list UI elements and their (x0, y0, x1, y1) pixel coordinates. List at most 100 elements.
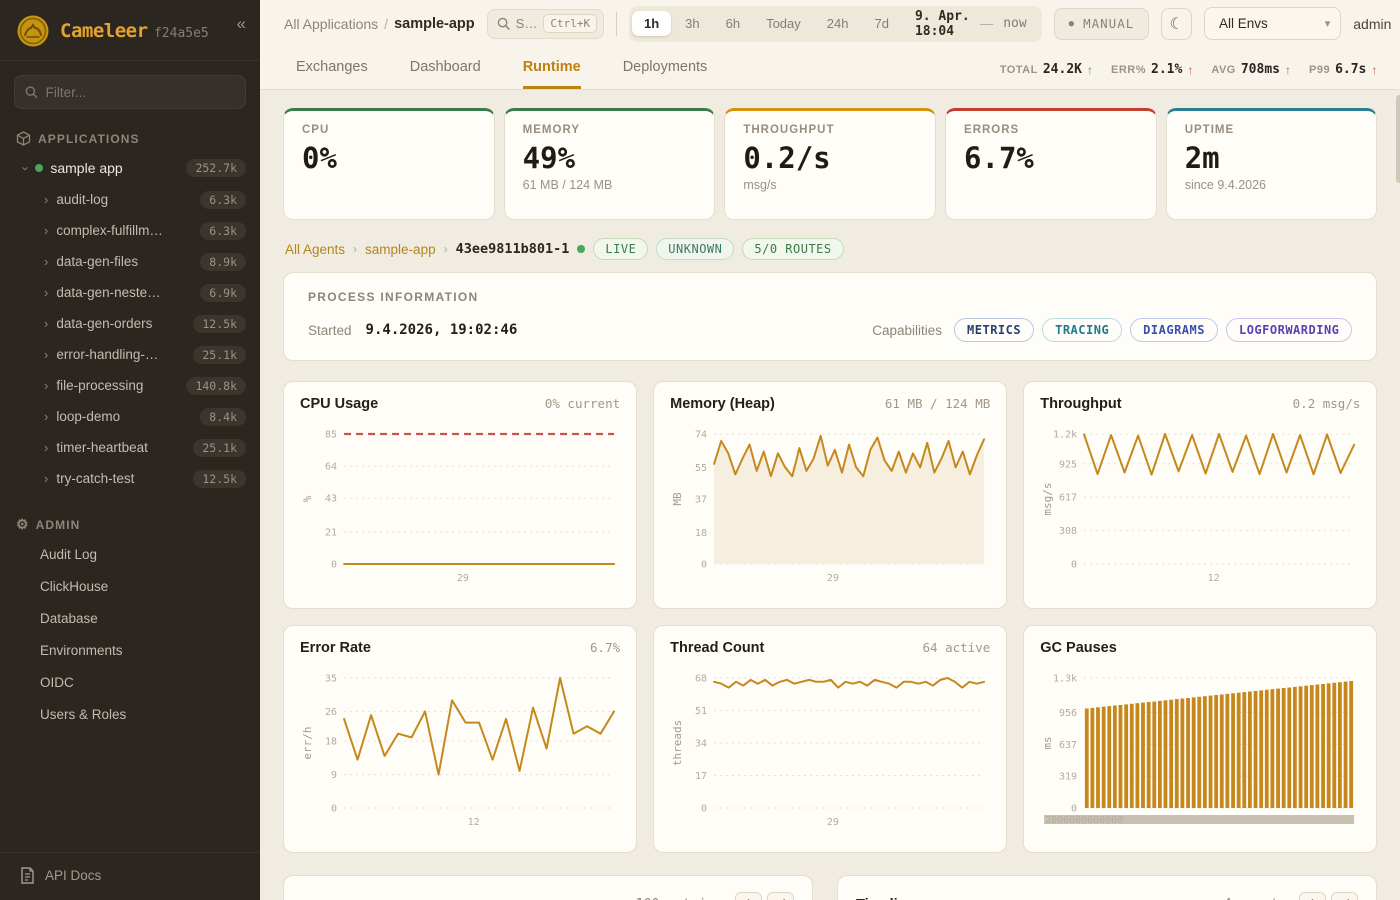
count-badge: 12.5k (193, 469, 246, 488)
metric-card-memory: MEMORY 49% 61 MB / 124 MB (503, 108, 716, 220)
svg-text:0: 0 (1071, 804, 1077, 815)
time-range-1h[interactable]: 1h (631, 11, 672, 36)
sidebar-item-file-processing[interactable]: › file-processing 140.8k (0, 370, 260, 401)
all-agents-link[interactable]: All Agents (285, 241, 346, 257)
trend-up-icon: ↑ (1087, 62, 1093, 77)
breadcrumb-root[interactable]: All Applications (284, 15, 379, 32)
svg-text:85: 85 (325, 430, 337, 441)
time-range-today[interactable]: Today (754, 11, 813, 36)
sidebar-item-environments[interactable]: Environments (40, 643, 123, 658)
environment-select[interactable]: All Envs ▾ (1203, 7, 1342, 40)
svg-text:925: 925 (1059, 459, 1077, 470)
sidebar-filter[interactable] (14, 75, 246, 109)
manual-refresh-button[interactable]: ● MANUAL (1053, 7, 1150, 40)
sidebar-item-loop-demo[interactable]: › loop-demo 8.4k (0, 401, 260, 432)
capabilities: Capabilities METRICS TRACING DIAGRAMS LO… (872, 318, 1353, 342)
svg-text:msg/s: msg/s (1041, 482, 1054, 515)
process-information-panel: PROCESS INFORMATION Started 9.4.2026, 19… (283, 272, 1378, 361)
tab-exchanges[interactable]: Exchanges (296, 59, 368, 75)
summary-stats: TOTAL 24.2K ↑ ERR% 2.1% ↑ AVG 708ms ↑ P99 6.7s ↑ (1000, 62, 1378, 89)
time-range-24h[interactable]: 24h (815, 11, 861, 36)
sidebar-item-error-handling[interactable]: › error-handling-… 25.1k (0, 339, 260, 370)
memory-heap-chart: 0 18 37 55 74 MB 29 (671, 430, 986, 584)
metric-card-errors: ERRORS 6.7% (945, 108, 1157, 220)
sidebar-item-data-gen-nested[interactable]: › data-gen-neste… 6.9k (0, 277, 260, 308)
sidebar-item-complex-fulfill[interactable]: › complex-fulfillm… 6.3k (0, 215, 260, 246)
badge-routes[interactable]: 5/0 ROUTES (742, 238, 844, 260)
agent-app-link[interactable]: sample-app (365, 241, 436, 257)
capability-metrics: METRICS (954, 318, 1035, 342)
sidebar-item-data-gen-files[interactable]: › data-gen-files 8.9k (0, 246, 260, 277)
sidebar-item-database[interactable]: Database (40, 611, 98, 626)
sidebar-item-sample-app[interactable]: › sample app 252.7k (0, 152, 260, 184)
svg-text:threads: threads (671, 720, 684, 766)
search-shortcut: Ctrl+K (543, 14, 598, 33)
time-range-6h[interactable]: 6h (714, 11, 752, 36)
applications-section-header: APPLICATIONS (0, 115, 260, 152)
time-range-3h[interactable]: 3h (673, 11, 711, 36)
svg-text:1.3k: 1.3k (1053, 674, 1077, 685)
user-menu[interactable]: admin (1353, 15, 1392, 32)
global-search[interactable]: S… Ctrl+K (486, 8, 605, 39)
gc-pauses-chart: 0 319 637 956 1.3k ms 2000000000000 (1041, 674, 1355, 826)
svg-text:617: 617 (1059, 493, 1077, 504)
breadcrumb: All Applications / sample-app (284, 16, 475, 32)
capability-logforwarding: LOGFORWARDING (1225, 318, 1353, 342)
api-docs-link[interactable]: API Docs (0, 852, 260, 900)
svg-text:21: 21 (325, 527, 337, 538)
tab-deployments[interactable]: Deployments (622, 59, 708, 75)
sidebar-item-data-gen-orders[interactable]: › data-gen-orders 12.5k (0, 308, 260, 339)
environment-selected: All Envs (1218, 16, 1268, 31)
sidebar-item-users-roles[interactable]: Users & Roles (40, 707, 127, 722)
chart-thread-count: Thread Count 64 active 0 17 34 51 68 threads 29 (653, 625, 1008, 853)
stat-total: TOTAL 24.2K ↑ (999, 62, 1093, 77)
filter-input[interactable] (45, 84, 235, 100)
time-range-7d[interactable]: 7d (862, 11, 900, 36)
svg-text:0: 0 (1071, 560, 1077, 571)
badge-unknown: UNKNOWN (656, 238, 735, 260)
applications-label: APPLICATIONS (38, 131, 140, 146)
chart-error-rate: Error Rate 6.7% 0 9 18 26 35 err/h 12 (283, 625, 638, 853)
svg-text:37: 37 (695, 495, 707, 506)
error-rate-chart: 0 9 18 26 35 err/h 12 (301, 674, 616, 828)
refresh-button[interactable] (767, 892, 794, 900)
theme-toggle-button[interactable]: ☾ (1161, 7, 1192, 40)
tab-dashboard[interactable]: Dashboard (409, 59, 481, 75)
timeline-panel: Timeline 4 events (837, 875, 1378, 900)
svg-text:55: 55 (695, 463, 707, 474)
scrollbar-thumb[interactable] (1396, 95, 1400, 183)
sidebar-item-timer-heartbeat[interactable]: › timer-heartbeat 25.1k (0, 432, 260, 463)
count-badge: 8.9k (200, 252, 246, 271)
svg-text:2000000000000: 2000000000000 (1045, 815, 1123, 826)
live-status-dot (577, 245, 586, 253)
agent-breadcrumb: All Agents › sample-app › 43ee9811b801-1… (285, 238, 1377, 260)
download-button[interactable] (735, 892, 762, 900)
chart-title: GC Pauses (1040, 640, 1117, 656)
chevron-right-icon: › (443, 242, 448, 256)
moon-icon: ☾ (1169, 15, 1184, 33)
sidebar-item-audit-log[interactable]: › audit-log 6.3k (0, 184, 260, 215)
count-badge: 25.1k (193, 345, 246, 364)
time-to[interactable]: now (1003, 16, 1027, 31)
svg-text:319: 319 (1059, 772, 1077, 783)
chevron-right-icon: › (353, 242, 358, 256)
download-button[interactable] (1299, 892, 1327, 900)
bottom-panels: APPLICATION LOG 100 entries Timeline 4 e… (283, 875, 1378, 900)
brand-name: Cameleer (60, 20, 148, 42)
count-badge: 140.8k (186, 376, 246, 395)
chevron-right-icon: › (44, 347, 49, 362)
capability-diagrams: DIAGRAMS (1130, 318, 1218, 342)
sidebar-collapse-icon[interactable]: « (236, 14, 246, 33)
tab-runtime[interactable]: Runtime (522, 49, 581, 89)
chart-current-value: 61 MB / 124 MB (884, 396, 991, 411)
sidebar-item-oidc[interactable]: OIDC (40, 675, 74, 690)
chart-memory-heap: Memory (Heap) 61 MB / 124 MB 0 18 37 55 74 MB 2… (653, 381, 1008, 609)
svg-text:0: 0 (331, 804, 337, 815)
sidebar-item-clickhouse[interactable]: ClickHouse (40, 579, 109, 594)
time-from[interactable]: 9. Apr. 18:04 (914, 8, 970, 39)
app-name: sample app (50, 160, 123, 176)
sidebar-item-audit-log-admin[interactable]: Audit Log (40, 547, 98, 562)
sidebar-item-try-catch-test[interactable]: › try-catch-test 12.5k (0, 463, 260, 494)
chart-throughput: Throughput 0.2 msg/s 0 308 617 925 1.2k msg/s 1… (1023, 381, 1378, 609)
refresh-button[interactable] (1331, 892, 1359, 900)
